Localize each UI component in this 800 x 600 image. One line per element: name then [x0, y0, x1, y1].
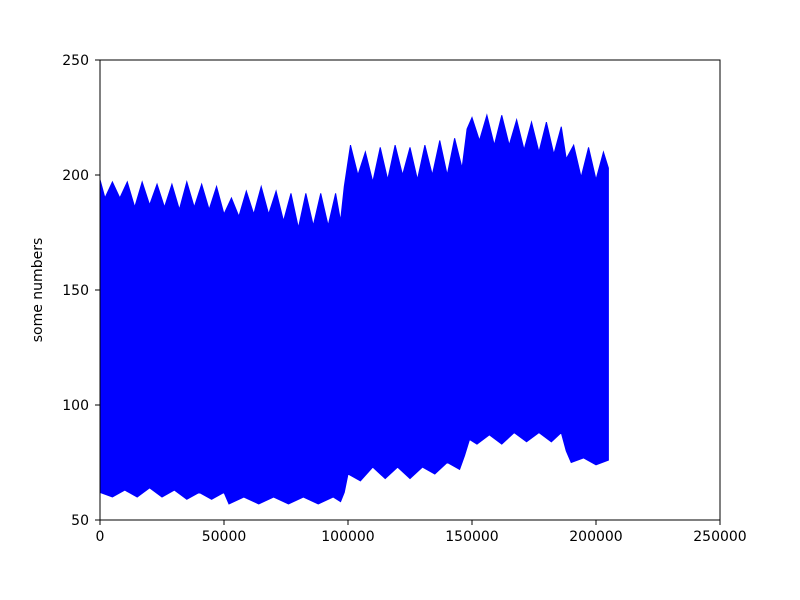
chart-container: 0 50000 100000 150000 200000 250000 50 100 150 20…	[0, 0, 800, 600]
x-tick-label: 50000	[202, 529, 247, 545]
x-tick-label: 0	[96, 529, 105, 545]
y-tick-label: 250	[62, 53, 89, 69]
y-tick-label: 100	[62, 398, 89, 414]
series-signal	[100, 115, 608, 504]
chart-svg: 0 50000 100000 150000 200000 250000 50 100 150 20…	[0, 0, 800, 600]
y-tick-label: 200	[62, 168, 89, 184]
x-tick-label: 250000	[693, 529, 746, 545]
y-axis-label: some numbers	[30, 238, 46, 343]
x-tick-label: 100000	[321, 529, 374, 545]
y-tick-label: 150	[62, 283, 89, 299]
x-tick-label: 150000	[445, 529, 498, 545]
y-tick-label: 50	[71, 513, 89, 529]
x-tick-label: 200000	[569, 529, 622, 545]
